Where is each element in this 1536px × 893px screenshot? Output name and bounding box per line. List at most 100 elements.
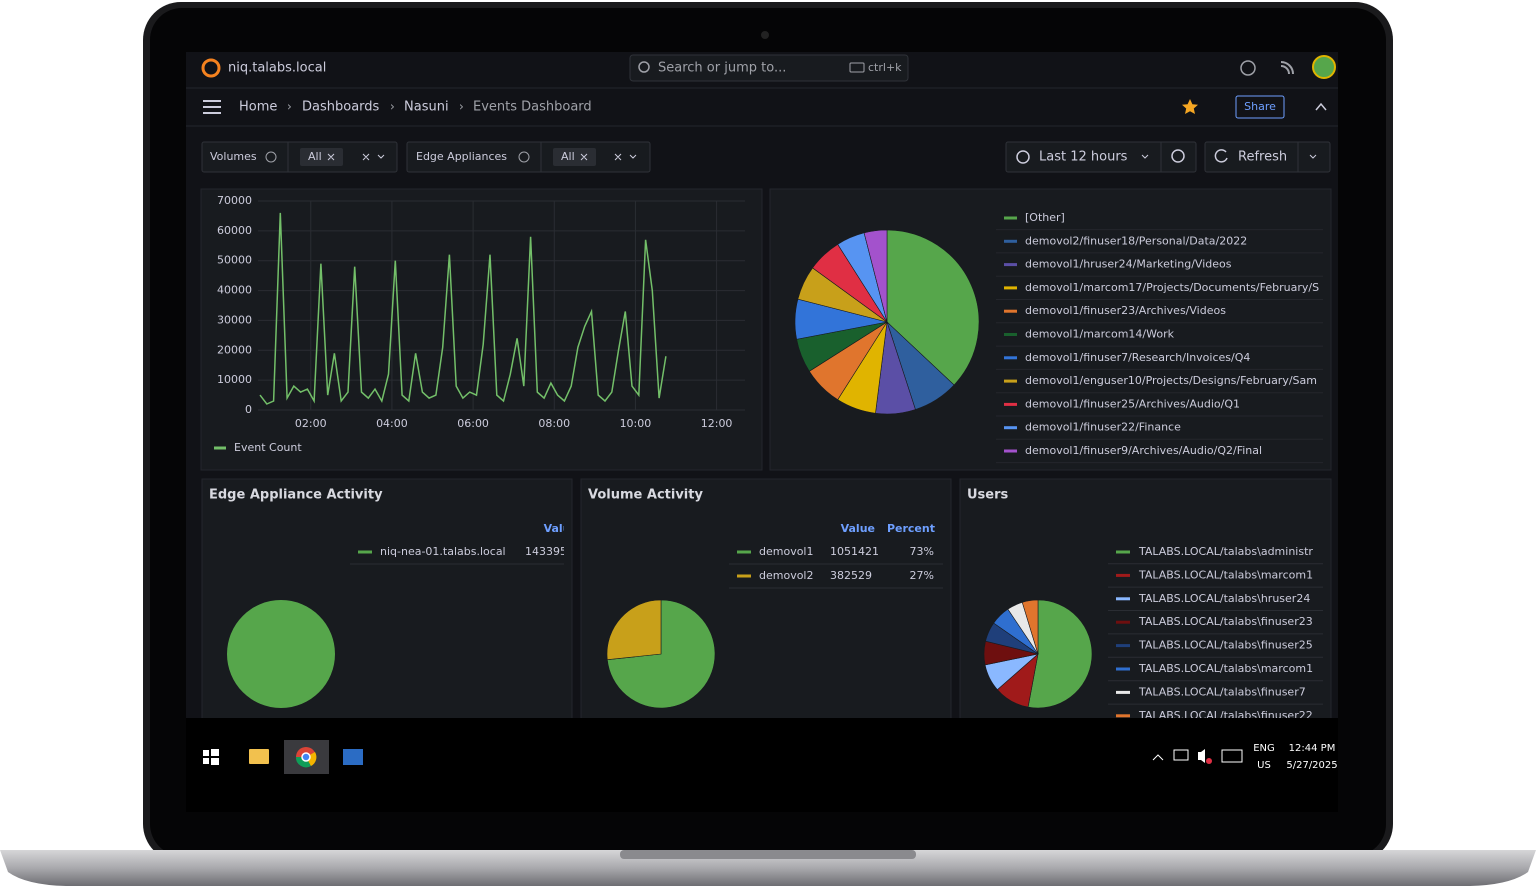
pie-chart: TALABS.LOCAL/talabs\administr TALABS.LOCA… bbox=[983, 545, 1323, 722]
clock-date: 5/27/2025 bbox=[1286, 760, 1337, 771]
dashboard: niq.talabs.local Search or jump to... ct… bbox=[186, 52, 1338, 722]
help-icon[interactable] bbox=[1240, 60, 1256, 76]
avatar[interactable] bbox=[1312, 55, 1336, 79]
clock-time: 12:44 PM bbox=[1289, 743, 1336, 754]
search-icon bbox=[638, 61, 650, 73]
menu-icon[interactable] bbox=[203, 100, 221, 114]
info-icon bbox=[518, 151, 530, 163]
share-button[interactable] bbox=[1235, 95, 1285, 119]
volume-icon[interactable] bbox=[1198, 749, 1205, 763]
panel-title: Users bbox=[967, 488, 1009, 503]
x-tick-label: 02:00 bbox=[295, 417, 327, 430]
legend-label: demovol1/marcom14/Work bbox=[1025, 328, 1175, 341]
x-tick-label: 08:00 bbox=[538, 417, 570, 430]
legend-label: demovol1/finuser23/Archives/Videos bbox=[1025, 304, 1226, 317]
filter-controls[interactable] bbox=[327, 153, 385, 161]
legend-label: demovol1/hruser24/Marketing/Videos bbox=[1025, 258, 1232, 271]
y-tick-label: 70000 bbox=[217, 194, 252, 207]
volumes-filter[interactable] bbox=[201, 141, 398, 173]
y-tick-label: 20000 bbox=[217, 343, 252, 356]
breadcrumb[interactable]: Home bbox=[239, 100, 277, 115]
pie-slice bbox=[863, 229, 888, 323]
taskbar: ENG US 12:44 PM 5/27/2025 bbox=[203, 740, 1338, 774]
legend-label: niq-nea-01.talabs.local bbox=[380, 545, 506, 558]
language: ENG bbox=[1253, 743, 1275, 754]
legend-label: demovol1/finuser25/Archives/Audio/Q1 bbox=[1025, 397, 1240, 410]
legend-label: TALABS.LOCAL/talabs\marcom1 bbox=[1138, 568, 1313, 581]
legend-label: demovol2 bbox=[759, 569, 814, 582]
y-tick-label: 40000 bbox=[217, 284, 252, 297]
legend-value: 382529 bbox=[830, 569, 872, 582]
refresh-label: Refresh bbox=[1238, 150, 1287, 165]
column-header: Value bbox=[544, 522, 578, 535]
legend: [Other] demovol2/finuser18/Personal/Data/… bbox=[996, 211, 1323, 464]
separator: › bbox=[459, 100, 464, 114]
time-picker[interactable] bbox=[1005, 141, 1197, 173]
pie-chart bbox=[794, 229, 980, 415]
collapse-button[interactable] bbox=[1315, 102, 1327, 111]
breadcrumb[interactable]: Dashboards bbox=[302, 100, 380, 115]
logo[interactable] bbox=[201, 58, 221, 78]
legend-label: TALABS.LOCAL/talabs\finuser22 bbox=[1138, 709, 1313, 722]
legend-label: demovol1 bbox=[759, 545, 814, 558]
filter-chip[interactable] bbox=[300, 148, 343, 166]
y-tick-label: 50000 bbox=[217, 254, 252, 267]
refresh-button[interactable] bbox=[1204, 141, 1331, 173]
legend-value: 1051421 bbox=[830, 545, 879, 558]
legend-label: demovol1/finuser22/Finance bbox=[1025, 421, 1181, 434]
search-box[interactable] bbox=[629, 54, 909, 82]
legend-label: TALABS.LOCAL/talabs\finuser7 bbox=[1138, 685, 1306, 698]
tray-expand[interactable] bbox=[1152, 754, 1164, 761]
zoom-out-button[interactable] bbox=[1171, 149, 1185, 163]
pie-chart: Value niq-nea-01.talabs.local 1433950 bbox=[227, 522, 578, 708]
start-button[interactable] bbox=[203, 749, 219, 765]
column-header: Percent bbox=[887, 522, 935, 535]
chrome-part bbox=[306, 752, 317, 766]
news-icon[interactable] bbox=[1280, 61, 1294, 75]
legend-label: [Other] bbox=[1025, 211, 1065, 224]
pie-slice bbox=[886, 229, 980, 386]
x-tick-label: 04:00 bbox=[376, 417, 408, 430]
keyboard-icon[interactable] bbox=[1221, 749, 1243, 763]
legend-label: TALABS.LOCAL/talabs\finuser25 bbox=[1138, 639, 1313, 652]
pie-slice bbox=[606, 599, 662, 661]
pie-slice bbox=[1027, 599, 1093, 709]
legend-label: demovol1/finuser9/Archives/Audio/Q2/Fina… bbox=[1025, 444, 1262, 457]
filter-label: Edge Appliances bbox=[416, 150, 507, 163]
camera bbox=[761, 31, 769, 39]
clock-icon bbox=[1016, 150, 1030, 164]
legend-percent: 73% bbox=[910, 545, 934, 558]
breadcrumb[interactable]: Nasuni bbox=[404, 100, 449, 115]
y-tick-label: 30000 bbox=[217, 313, 252, 326]
site-name: niq.talabs.local bbox=[228, 61, 326, 76]
filter-value: All bbox=[561, 150, 575, 163]
x-tick-label: 10:00 bbox=[620, 417, 652, 430]
line bbox=[259, 212, 667, 405]
filter-label: Volumes bbox=[210, 150, 257, 163]
legend-percent: 27% bbox=[910, 569, 934, 582]
panel-title: Volume Activity bbox=[588, 488, 703, 503]
mute-badge bbox=[1206, 758, 1212, 764]
pie-slice bbox=[1021, 599, 1039, 655]
filter-value: All bbox=[308, 150, 322, 163]
legend-label: TALABS.LOCAL/talabs\finuser23 bbox=[1138, 615, 1313, 628]
powershell-icon[interactable] bbox=[343, 749, 363, 765]
legend-value: 1433950 bbox=[525, 545, 574, 558]
refresh-interval[interactable] bbox=[1309, 154, 1317, 159]
y-tick-label: 60000 bbox=[217, 224, 252, 237]
info-icon bbox=[265, 151, 277, 163]
network-icon[interactable] bbox=[1173, 749, 1189, 761]
share-label: Share bbox=[1244, 100, 1276, 113]
y-tick-label: 10000 bbox=[217, 373, 252, 386]
y-tick-label: 0 bbox=[245, 403, 252, 416]
pie-slice bbox=[227, 600, 335, 708]
star-button[interactable] bbox=[1182, 99, 1198, 114]
line-chart: 0 10000 20000 30000 40000 50000 60000 70000 02:0… bbox=[214, 194, 745, 454]
filter-chip[interactable] bbox=[553, 148, 596, 166]
filter-controls[interactable] bbox=[580, 153, 637, 161]
explorer-icon[interactable] bbox=[249, 749, 269, 764]
legend-label: TALABS.LOCAL/talabs\hruser24 bbox=[1138, 592, 1310, 605]
legend-label: demovol1/finuser7/Research/Invoices/Q4 bbox=[1025, 351, 1250, 364]
notch bbox=[620, 850, 916, 859]
